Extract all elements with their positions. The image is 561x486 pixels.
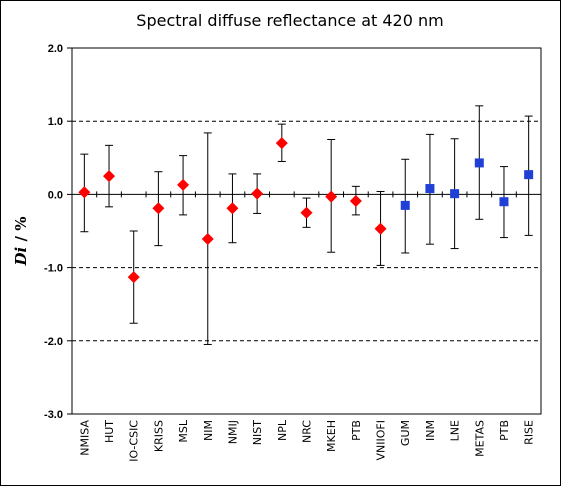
diamond-marker [78,186,91,199]
x-tick-label: INM [424,420,437,441]
x-axis: NMISA HUT IO-CSIC KRISS MSL NIM NMIJ NIST NPL NRC… [78,419,535,462]
square-marker [524,170,534,180]
diamond-marker [325,190,338,203]
y-axis-label: Di / % [12,217,30,267]
x-tick-label: NIM [202,420,215,441]
diamond-marker [374,222,387,235]
plot-area [71,47,542,415]
gridlines [72,120,541,342]
y-axis: 2.0 1.0 0.0 -1.0 -2.0 -3.0 [44,43,72,421]
x-tick-label: MSL [177,419,190,442]
x-tick-label: NMIJ [226,420,239,444]
x-tick-label: IO-CSIC [128,420,141,462]
diamond-marker [127,271,140,284]
square-marker [425,184,435,194]
diamond-marker [300,206,313,219]
x-tick-label: GUM [399,420,412,446]
x-tick-label: RISE [523,420,536,445]
x-tick-label: PTB [498,420,511,441]
diamond-marker [201,233,214,246]
square-marker [499,197,509,207]
square-marker [474,158,484,168]
diamond-marker [103,170,116,183]
y-tick-label: 0.0 [48,189,63,201]
chart-title: Spectral diffuse reflectance at 420 nm [136,11,443,30]
diamond-marker [177,178,190,191]
data-markers [78,137,534,284]
x-tick-label: NMISA [78,420,91,456]
diamond-marker [275,137,288,150]
diamond-marker [251,187,264,200]
square-marker [400,200,410,210]
x-tick-label: NPL [276,419,289,441]
square-marker [450,189,460,199]
diamond-marker [152,202,165,215]
x-tick-label: METAS [473,420,486,457]
y-tick-label: -2.0 [44,336,63,348]
x-tick-label: NIST [251,420,264,445]
y-tick-label: 2.0 [48,43,63,55]
zero-line [71,191,542,198]
x-tick-label: VNIIOFI [375,420,388,460]
x-tick-label: HUT [103,420,116,443]
y-axis-label-unit: / % [12,217,30,247]
diamond-marker [226,202,239,215]
x-tick-label: MKEH [325,420,338,452]
y-tick-label: -1.0 [44,263,63,275]
x-tick-label: PTB [350,420,363,441]
x-tick-label: KRISS [152,420,165,452]
y-tick-label: -3.0 [44,409,63,421]
error-bars [80,105,533,345]
x-tick-label: NRC [301,420,314,443]
diamond-marker [349,194,362,207]
y-tick-label: 1.0 [48,116,63,128]
x-tick-label: LNE [449,420,462,441]
y-axis-label-symbol: Di [12,246,30,266]
